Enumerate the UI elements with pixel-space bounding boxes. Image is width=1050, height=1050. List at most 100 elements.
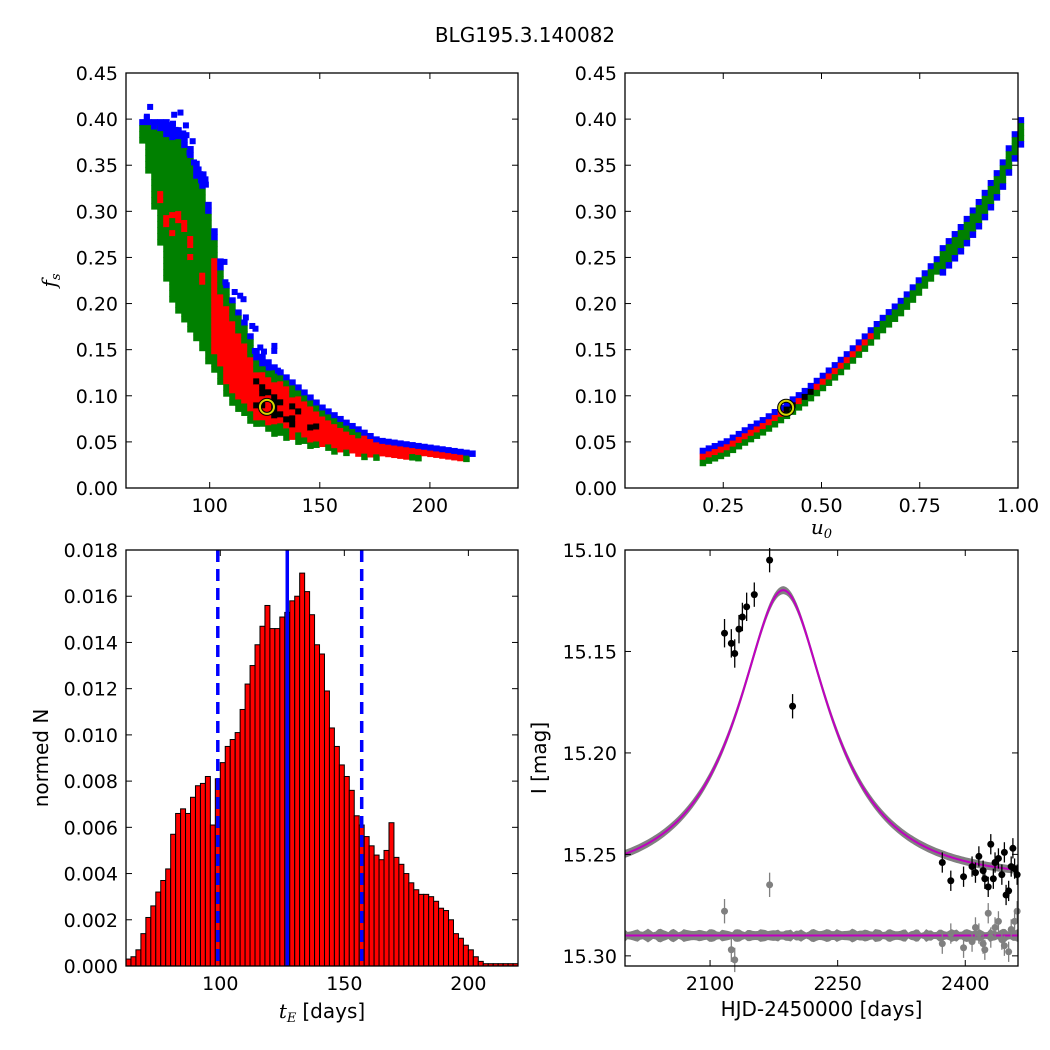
density-cell (211, 360, 218, 367)
density-cell (1011, 131, 1019, 138)
density-cell (139, 131, 146, 138)
density-cell (147, 103, 154, 110)
density-cell (247, 375, 254, 382)
density-cell (163, 125, 170, 132)
density-cell (765, 419, 773, 426)
density-cell (187, 260, 194, 267)
density-cell (199, 284, 206, 292)
density-cell (445, 447, 452, 454)
histogram-bar (140, 933, 147, 967)
density-cell (247, 405, 254, 412)
density-cell (723, 438, 731, 445)
data-point (1013, 871, 1021, 879)
density-cell (373, 448, 380, 455)
density-cell (231, 288, 238, 295)
density-cell (463, 449, 470, 457)
density-cell (205, 315, 212, 323)
density-cell (265, 419, 272, 426)
density-cell (361, 453, 368, 461)
density-cell (283, 398, 290, 405)
data-point (727, 639, 735, 647)
density-cell (301, 413, 308, 420)
data-point (947, 877, 955, 885)
density-cell (307, 400, 314, 407)
density-cell (367, 433, 374, 440)
y-tick-label: 0.008 (64, 771, 118, 793)
density-cell (211, 252, 218, 259)
histogram-bar (165, 868, 172, 967)
data-point (998, 871, 1006, 879)
density-cell (283, 380, 290, 387)
residual-point (721, 907, 729, 915)
density-cell (307, 442, 314, 449)
density-cell (181, 315, 188, 323)
density-cell (163, 215, 170, 222)
density-cell (1011, 143, 1019, 150)
density-cell (205, 213, 212, 221)
density-cell (211, 354, 218, 361)
density-cell (831, 368, 839, 375)
density-cell (325, 408, 332, 415)
density-cell (181, 291, 188, 299)
density-cell (193, 208, 200, 216)
density-cell (927, 269, 935, 276)
density-cell (957, 224, 965, 231)
density-cell (169, 134, 176, 141)
density-cell (807, 394, 815, 402)
density-cell (265, 364, 272, 371)
density-cell (175, 295, 182, 302)
density-cell (427, 450, 434, 458)
density-cell (969, 231, 977, 238)
density-cell (301, 437, 308, 444)
density-cell (187, 284, 194, 291)
density-cell (211, 258, 218, 265)
density-cell (181, 237, 188, 245)
density-cell (295, 420, 302, 427)
density-cell (313, 435, 320, 442)
density-cell (247, 369, 254, 376)
density-cell (397, 440, 404, 447)
density-cell (253, 354, 260, 361)
density-cell (777, 416, 785, 424)
density-cell (163, 179, 170, 186)
density-cell (903, 291, 911, 298)
density-cell (169, 296, 176, 303)
density-cell (999, 177, 1007, 184)
density-cell (795, 398, 803, 405)
density-cell (289, 403, 296, 410)
density-cell (283, 434, 290, 441)
histogram-bar (254, 644, 261, 967)
density-cell (193, 178, 200, 186)
density-cell (163, 131, 170, 138)
density-cell (187, 236, 194, 243)
density-cell (211, 336, 218, 343)
density-cell (211, 234, 218, 241)
density-cell (175, 277, 182, 284)
density-cell (795, 392, 803, 399)
x-tick-label: 0.50 (800, 495, 842, 517)
y-tick-label: 15.15 (563, 641, 617, 663)
density-cell (199, 326, 206, 334)
density-cell (951, 231, 959, 238)
density-cell (253, 372, 260, 379)
density-cell (945, 250, 953, 257)
density-cell (313, 417, 320, 424)
density-cell (331, 424, 338, 431)
density-cell (181, 165, 188, 173)
density-cell (963, 239, 971, 247)
density-cell (187, 272, 194, 279)
density-cell (205, 225, 212, 233)
density-cell (241, 373, 248, 380)
y-tick-label: 0.000 (64, 956, 118, 978)
density-cell (735, 436, 743, 444)
data-point (968, 863, 976, 871)
density-cell (163, 233, 170, 240)
density-cell (163, 227, 170, 234)
density-cell (163, 173, 170, 180)
density-cell (241, 325, 248, 332)
density-cell (373, 442, 380, 449)
best-fit-marker (778, 399, 795, 416)
density-cell (469, 450, 476, 457)
density-cell (199, 338, 206, 346)
density-cell (199, 302, 206, 310)
